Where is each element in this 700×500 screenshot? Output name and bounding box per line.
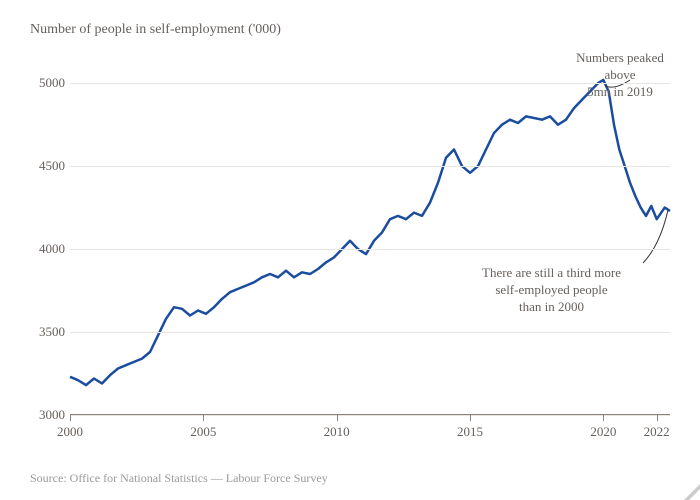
x-tick [337, 415, 338, 421]
gridline [70, 332, 670, 333]
x-axis-label: 2000 [57, 424, 83, 440]
x-tick [603, 415, 604, 421]
y-axis-label: 4000 [30, 241, 65, 257]
x-tick [203, 415, 204, 421]
gridline [70, 166, 670, 167]
x-tick [70, 415, 71, 421]
x-tick [470, 415, 471, 421]
annotation-text: There are still a third moreself-employe… [482, 265, 621, 316]
y-axis-label: 4500 [30, 158, 65, 174]
y-axis-label: 3000 [30, 407, 65, 423]
line-chart-svg [70, 50, 670, 415]
x-axis-label: 2015 [457, 424, 483, 440]
gridline [70, 415, 670, 416]
y-axis-label: 3500 [30, 324, 65, 340]
data-line [70, 80, 670, 385]
chart-container: Number of people in self-employment ('00… [0, 0, 700, 500]
x-axis-label: 2022 [644, 424, 670, 440]
gridline [70, 249, 670, 250]
y-axis-label: 5000 [30, 75, 65, 91]
plot-area: 3000 3500 4000 4500 5000 2000 2005 2010 2015 2020… [30, 50, 670, 450]
x-axis-label: 2010 [324, 424, 350, 440]
annotation-text: Numbers peaked above5mn in 2019 [570, 50, 670, 101]
x-axis-label: 2005 [190, 424, 216, 440]
x-axis-label: 2020 [590, 424, 616, 440]
corner-fold-icon [684, 484, 700, 500]
chart-subtitle: Number of people in self-employment ('00… [30, 22, 281, 38]
chart-source: Source: Office for National Statistics —… [30, 471, 328, 486]
x-tick [657, 415, 658, 421]
